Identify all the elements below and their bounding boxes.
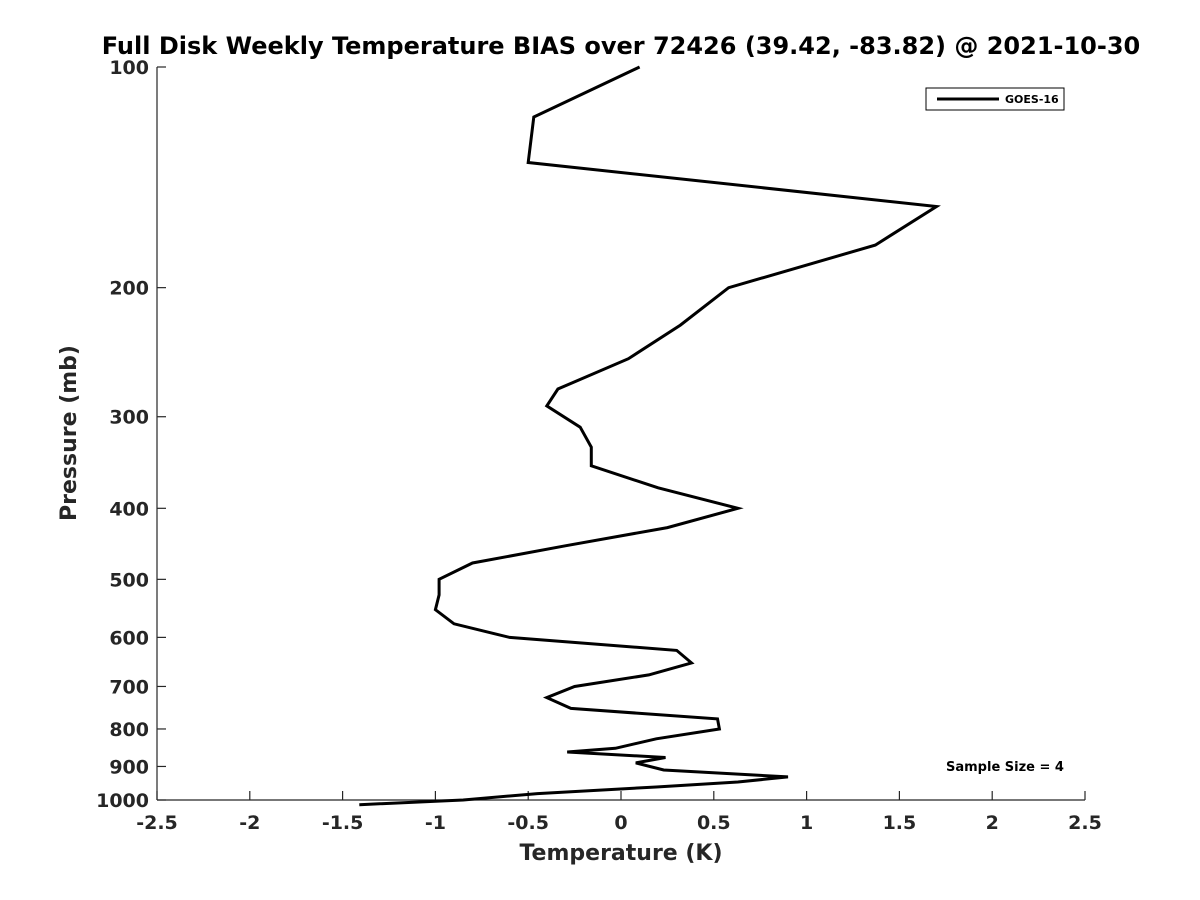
y-tick-label: 600 [109, 627, 149, 649]
legend: GOES-16 [925, 87, 1065, 111]
y-tick-label: 900 [109, 756, 149, 778]
x-tick-label: 0 [614, 812, 627, 834]
x-axis-label: Temperature (K) [519, 841, 722, 866]
y-tick-label: 400 [109, 498, 149, 520]
sample-size-annotation: Sample Size = 4 [946, 760, 1064, 775]
x-tick-label: 1.5 [883, 812, 917, 834]
legend-entry-goes-16: GOES-16 [1005, 93, 1059, 106]
x-tick-label: 1 [800, 812, 813, 834]
y-tick-label: 500 [109, 569, 149, 591]
y-axis-ticks: 100 200 300 400 500 600 700 800 900 1000 [96, 57, 166, 812]
y-tick-label: 200 [109, 278, 149, 300]
y-tick-label: 1000 [96, 790, 149, 812]
x-tick-label: 0.5 [697, 812, 731, 834]
x-tick-label: -1 [425, 812, 446, 834]
x-tick-label: 2 [986, 812, 999, 834]
x-tick-label: 2.5 [1068, 812, 1102, 834]
x-axis-ticks: -2.5 -2 -1.5 -1 -0.5 0 0.5 1 1.5 2 2.5 [136, 791, 1102, 834]
chart-title: Full Disk Weekly Temperature BIAS over 7… [102, 32, 1141, 60]
series-layer [359, 65, 941, 807]
y-tick-label: 300 [109, 407, 149, 429]
series-line-goes-16 [359, 65, 941, 807]
x-tick-label: -2.5 [136, 812, 178, 834]
x-tick-label: -2 [239, 812, 260, 834]
y-tick-label: 100 [109, 57, 149, 79]
x-tick-label: -0.5 [507, 812, 549, 834]
y-axis-label: Pressure (mb) [57, 345, 82, 521]
y-tick-label: 700 [109, 676, 149, 698]
y-tick-label: 800 [109, 719, 149, 741]
x-tick-label: -1.5 [322, 812, 364, 834]
